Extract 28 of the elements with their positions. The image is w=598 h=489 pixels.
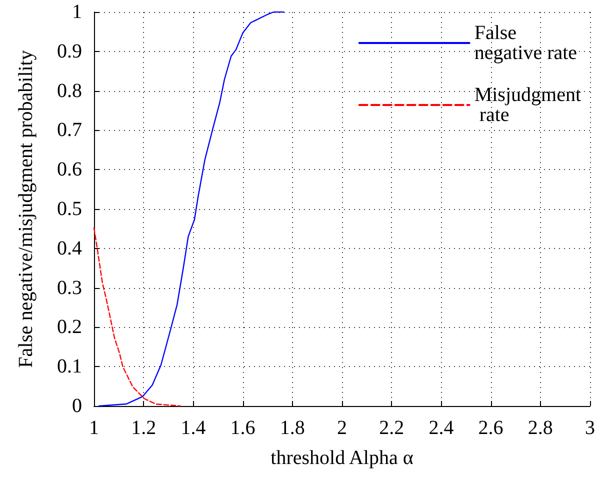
x-tick-label: 2.8 (528, 417, 553, 439)
x-tick-label: 1.2 (131, 417, 156, 439)
y-tick-label: 0.2 (57, 316, 82, 338)
x-tick-label: 1.6 (230, 417, 256, 439)
line-series (93, 227, 181, 407)
y-tick-label: 0.4 (57, 237, 82, 260)
y-tick-label: 0.9 (57, 40, 82, 62)
x-tick-label: 2.4 (428, 417, 454, 439)
y-tick-label: 0.1 (57, 356, 82, 378)
x-tick-label: 3 (585, 417, 595, 439)
text: Misjudgment rate (474, 84, 582, 126)
y-tick-label: 0.8 (57, 80, 82, 102)
text: False negative rate (474, 22, 578, 64)
x-tick-label: 2.6 (478, 417, 504, 439)
y-tick-label: 0.5 (57, 198, 82, 220)
y-tick-label: 0.6 (57, 158, 82, 181)
x-tick-label: 1.4 (180, 417, 206, 439)
x-tick-label: 2 (337, 417, 347, 439)
y-tick-label: 1 (72, 1, 82, 23)
x-tick-label: 2.2 (379, 417, 404, 439)
line-series (98, 11, 284, 407)
y-tick-label: 0.7 (57, 119, 82, 142)
x-tick-label: 1.8 (280, 417, 305, 439)
y-tick-label: 0.3 (57, 276, 82, 299)
x-tick-label: 1 (89, 417, 99, 439)
x-axis-title: threshold Alpha α (270, 447, 414, 469)
y-tick-label: 0 (72, 395, 82, 417)
y-axis-title: False negative/misjudgment probability (15, 50, 37, 368)
